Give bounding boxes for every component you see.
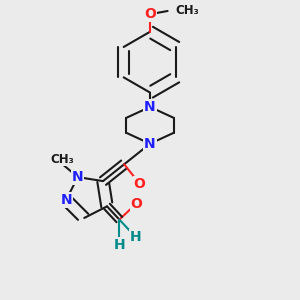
- Text: CH₃: CH₃: [176, 4, 199, 17]
- Text: N: N: [60, 193, 72, 207]
- Text: H: H: [130, 230, 142, 244]
- Text: N: N: [72, 170, 84, 184]
- Text: CH₃: CH₃: [50, 153, 74, 166]
- Text: H: H: [113, 238, 125, 252]
- Text: O: O: [134, 176, 146, 190]
- Text: N: N: [144, 100, 156, 114]
- Text: N: N: [144, 137, 156, 151]
- Text: O: O: [130, 197, 142, 211]
- Text: O: O: [144, 7, 156, 21]
